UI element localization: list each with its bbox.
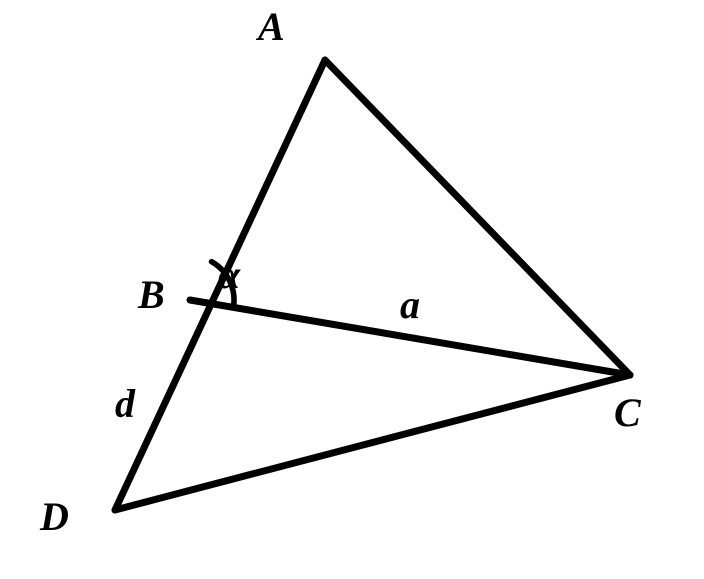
vertex-label-C: C bbox=[614, 390, 642, 435]
geometry-diagram: α a d A B C D bbox=[0, 0, 704, 579]
vertex-label-D: D bbox=[39, 494, 69, 539]
edge-D-C bbox=[115, 375, 630, 510]
edge-label: a bbox=[400, 282, 420, 327]
vertex-label-A: A bbox=[255, 4, 285, 49]
vertex-label-B: B bbox=[137, 272, 165, 317]
angle-label-B: α bbox=[218, 252, 241, 297]
edge-label: d bbox=[115, 381, 136, 426]
